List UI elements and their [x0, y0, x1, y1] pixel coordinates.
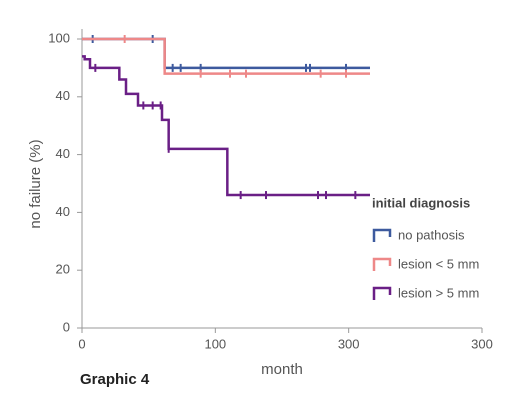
legend-label: lesion > 5 mm [398, 285, 479, 300]
x-tick-label: 100 [204, 336, 226, 351]
y-tick-label: 40 [56, 88, 70, 103]
legend-title: initial diagnosis [372, 195, 470, 210]
km-line [82, 37, 370, 75]
legend-swatch [372, 286, 392, 300]
km-line [82, 55, 370, 197]
legend-swatch [372, 257, 392, 271]
x-label: month [261, 361, 303, 378]
y-tick-label: 100 [48, 30, 70, 45]
km-line [82, 37, 370, 70]
legend-swatch [372, 228, 392, 242]
legend-label: lesion < 5 mm [398, 256, 479, 271]
legend-label: no pathosis [398, 227, 465, 242]
y-tick-label: 40 [56, 146, 70, 161]
x-tick-label: 300 [471, 336, 493, 351]
footer: Graphic 4 [80, 371, 150, 388]
x-tick-label: 300 [338, 336, 360, 351]
y-tick-label: 20 [56, 262, 70, 277]
y-label: no failure (%) [27, 139, 44, 228]
y-tick-label: 0 [63, 319, 70, 334]
x-tick-label: 0 [78, 336, 85, 351]
y-tick-label: 40 [56, 204, 70, 219]
